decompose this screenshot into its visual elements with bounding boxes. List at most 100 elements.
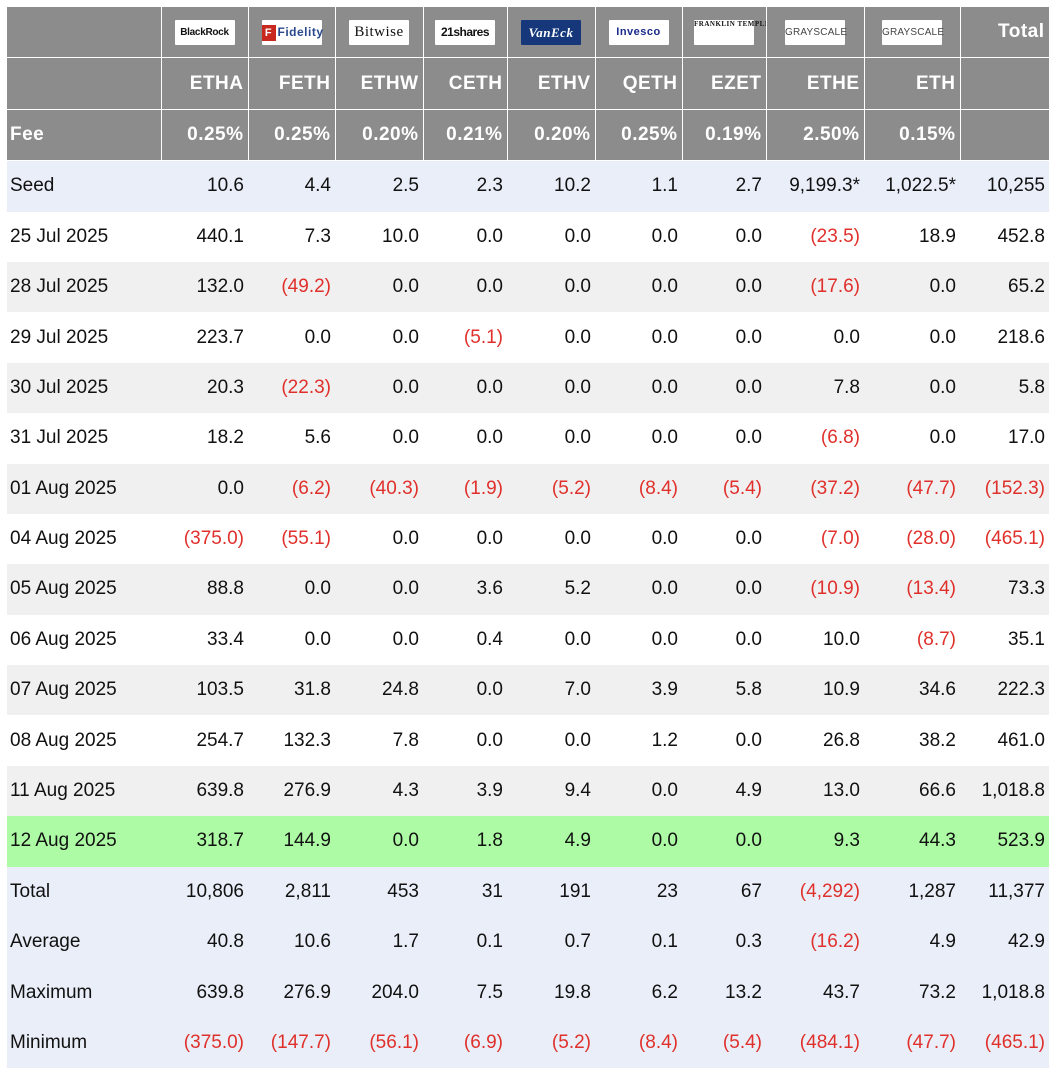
- flow-value-cell: 0.0: [248, 614, 335, 666]
- flow-value-cell: 31: [423, 866, 507, 918]
- issuer-logo-cell: FRANKLIN TEMPLETON: [682, 7, 767, 59]
- flow-value-cell: (5.2): [507, 463, 595, 514]
- flow-value-cell: 0.0: [595, 211, 682, 262]
- flow-value-cell: 0.0: [766, 312, 864, 363]
- table-row: 08 Aug 2025 254.7 132.3 7.8 0.0 0.0 1.2 0.0 26.8…: [7, 715, 1049, 766]
- row-total-cell: 222.3: [960, 665, 1049, 716]
- row-total-cell: 73.3: [960, 564, 1049, 615]
- flow-value-cell: 440.1: [161, 211, 248, 262]
- fee-total-cell: [960, 109, 1050, 162]
- row-total-cell: 42.9: [960, 917, 1049, 968]
- row-total-cell: 1,018.8: [960, 967, 1049, 1018]
- flow-value-cell: 132.3: [248, 715, 335, 766]
- flow-value-cell: 318.7: [161, 816, 248, 867]
- flow-value-cell: 0.0: [507, 312, 595, 363]
- flow-value-cell: 1,022.5*: [864, 160, 960, 212]
- grayscale-logo: GRAYSCALE: [882, 19, 944, 45]
- fee-cell: 0.21%: [423, 109, 508, 162]
- flow-value-cell: 66.6: [864, 765, 960, 817]
- flow-value-cell: (40.3): [335, 463, 423, 514]
- flow-value-cell: 0.0: [595, 312, 682, 363]
- flow-value-cell: 0.0: [595, 362, 682, 414]
- flow-value-cell: 1.2: [595, 715, 682, 766]
- grayscale-logo: GRAYSCALE: [785, 19, 847, 45]
- table-row: 04 Aug 2025 (375.0) (55.1) 0.0 0.0 0.0 0.0 0.0(…: [7, 513, 1049, 565]
- row-label: 04 Aug 2025: [7, 513, 161, 565]
- flow-value-cell: 5.8: [682, 665, 766, 716]
- blackrock-logo: BlackRock: [174, 19, 235, 45]
- row-label: 12 Aug 2025: [7, 816, 161, 867]
- ticker-cell: QETH: [595, 57, 683, 110]
- flow-value-cell: 0.0: [864, 413, 960, 464]
- flow-value-cell: 40.8: [161, 917, 248, 968]
- table-row: 07 Aug 2025 103.5 31.8 24.8 0.0 7.0 3.9 5.8 10.9…: [7, 665, 1049, 716]
- row-total-cell: 452.8: [960, 211, 1049, 262]
- flow-value-cell: 639.8: [161, 765, 248, 817]
- row-label: 01 Aug 2025: [7, 463, 161, 514]
- flow-value-cell: 0.0: [335, 362, 423, 414]
- flow-value-cell: 34.6: [864, 665, 960, 716]
- flow-value-cell: 4.3: [335, 765, 423, 817]
- flow-value-cell: (484.1): [766, 1017, 864, 1069]
- flow-value-cell: (56.1): [335, 1017, 423, 1069]
- flow-value-cell: 0.0: [335, 614, 423, 666]
- flow-value-cell: 0.0: [682, 413, 766, 464]
- flow-value-cell: 18.9: [864, 211, 960, 262]
- flow-value-cell: 19.8: [507, 967, 595, 1018]
- flow-value-cell: 0.0: [423, 362, 507, 414]
- row-label: 07 Aug 2025: [7, 665, 161, 716]
- flow-value-cell: (49.2): [248, 261, 335, 313]
- etf-flow-table: BlackRock F Fidelity Bitwise 21shares Van…: [7, 7, 1050, 1069]
- flow-value-cell: 10.0: [335, 211, 423, 262]
- row-total-cell: (152.3): [960, 463, 1049, 514]
- flow-value-cell: (16.2): [766, 917, 864, 968]
- table-row: Total 10,806 2,811 453 31 191 23 67 (4,292) 1,287…: [7, 866, 1049, 918]
- flow-value-cell: (22.3): [248, 362, 335, 414]
- ticker-cell: ETHV: [507, 57, 596, 110]
- flow-value-cell: (5.4): [682, 1017, 766, 1069]
- flow-value-cell: (5.4): [682, 463, 766, 514]
- table-row: Minimum (375.0) (147.7) (56.1) (6.9) (5.2) (8.…: [7, 1017, 1049, 1069]
- 21shares-logo: 21shares: [435, 19, 495, 45]
- fee-row-label: Fee: [7, 109, 162, 162]
- flow-value-cell: 0.0: [595, 261, 682, 313]
- table-row: 30 Jul 2025 20.3 (22.3) 0.0 0.0 0.0 0.0 0.0 7.8 0…: [7, 362, 1049, 414]
- flow-value-cell: (5.2): [507, 1017, 595, 1069]
- fee-cell: 0.25%: [248, 109, 336, 162]
- ticker-row: ETHA FETH ETHW CETH ETHV QETH EZET ETHE …: [7, 57, 1050, 110]
- flow-value-cell: 0.1: [595, 917, 682, 968]
- flow-value-cell: 0.0: [507, 513, 595, 565]
- row-label: Seed: [7, 160, 161, 212]
- flow-value-cell: 0.0: [507, 362, 595, 414]
- flow-value-cell: 31.8: [248, 665, 335, 716]
- ticker-cell: CETH: [423, 57, 508, 110]
- flow-value-cell: (8.4): [595, 1017, 682, 1069]
- table-row: 29 Jul 2025 223.7 0.0 0.0 (5.1) 0.0 0.0 0.0 0.0 0…: [7, 312, 1049, 363]
- table-row: 01 Aug 2025 0.0 (6.2) (40.3) (1.9) (5.2) (8.4)…: [7, 463, 1049, 514]
- flow-value-cell: (5.1): [423, 312, 507, 363]
- flow-value-cell: 2,811: [248, 866, 335, 918]
- flow-value-cell: 0.0: [335, 261, 423, 313]
- row-total-cell: (465.1): [960, 1017, 1049, 1069]
- row-total-cell: 5.8: [960, 362, 1049, 414]
- fee-cell: 0.19%: [682, 109, 767, 162]
- flow-value-cell: 7.3: [248, 211, 335, 262]
- flow-value-cell: 24.8: [335, 665, 423, 716]
- flow-value-cell: (47.7): [864, 463, 960, 514]
- ticker-cell: FETH: [248, 57, 336, 110]
- table-row: 28 Jul 2025 132.0 (49.2) 0.0 0.0 0.0 0.0 0.0 (17…: [7, 261, 1049, 313]
- table-row: Average 40.8 10.6 1.7 0.1 0.7 0.1 0.3 (16.2) 4.9 4…: [7, 917, 1049, 968]
- flow-value-cell: 0.0: [335, 413, 423, 464]
- vaneck-logo: VanEck: [521, 19, 581, 45]
- flow-value-cell: 73.2: [864, 967, 960, 1018]
- flow-value-cell: 0.0: [423, 715, 507, 766]
- fee-cell: 2.50%: [766, 109, 865, 162]
- flow-value-cell: (7.0): [766, 513, 864, 565]
- bitwise-logo: Bitwise: [349, 19, 409, 45]
- flow-value-cell: 204.0: [335, 967, 423, 1018]
- flow-value-cell: 0.0: [682, 816, 766, 867]
- flow-value-cell: 0.0: [423, 261, 507, 313]
- flow-value-cell: 639.8: [161, 967, 248, 1018]
- row-label: 25 Jul 2025: [7, 211, 161, 262]
- flow-value-cell: 9,199.3*: [766, 160, 864, 212]
